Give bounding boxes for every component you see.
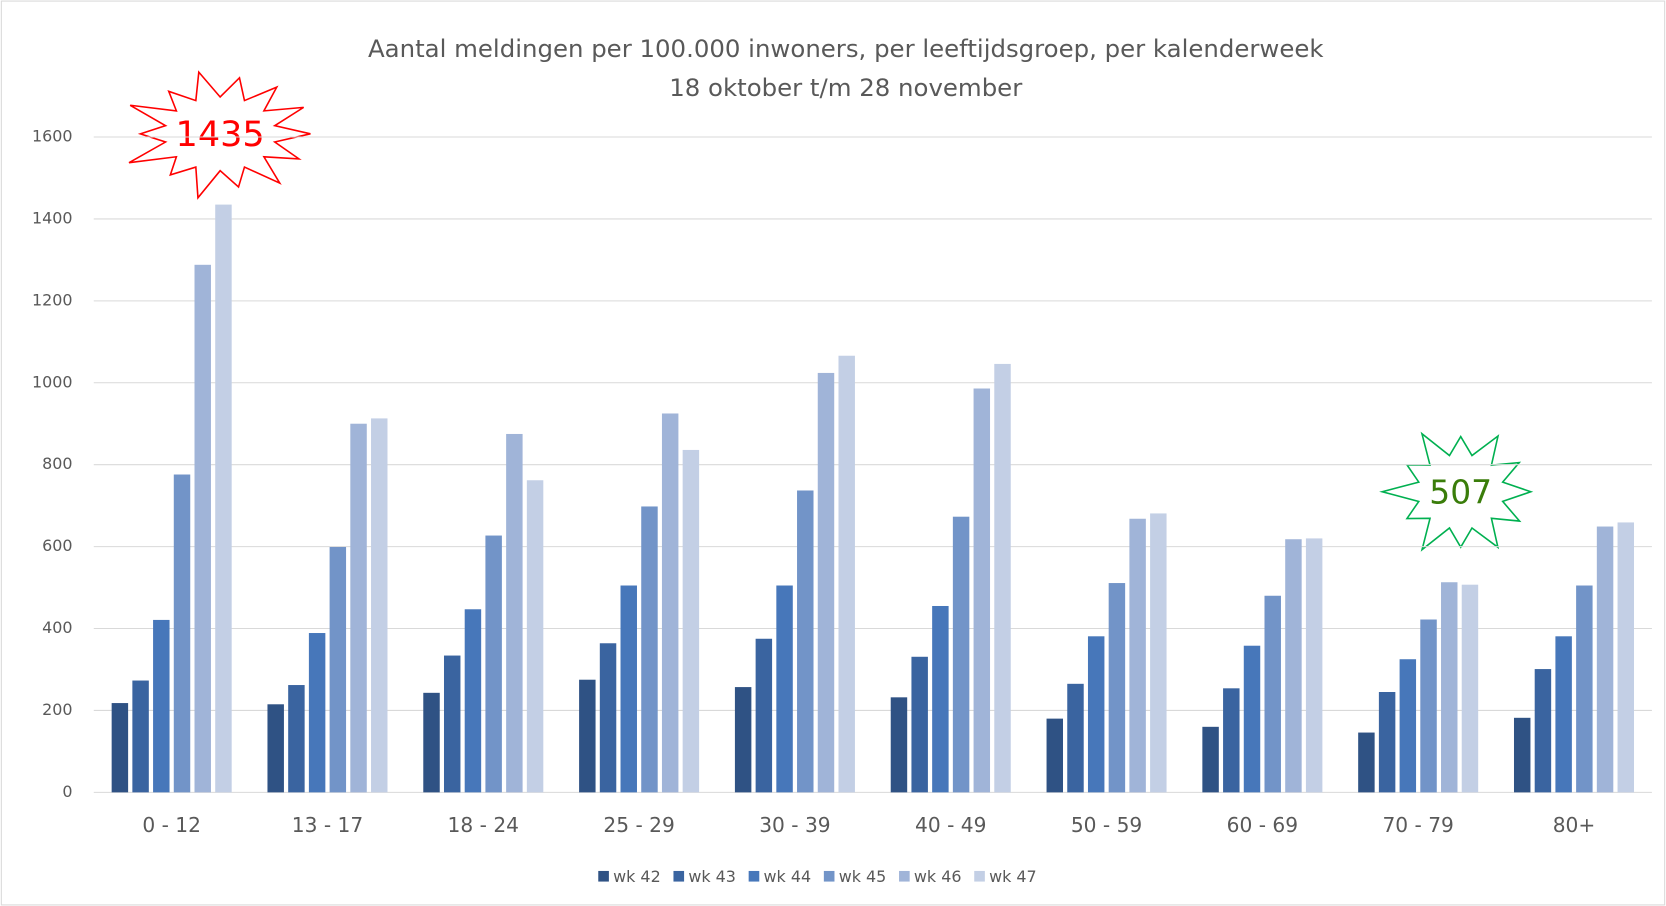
bar: [682, 449, 700, 793]
bar: [1305, 538, 1323, 793]
bar: [464, 609, 482, 793]
bar: [1399, 659, 1417, 793]
y-tick-label: 1400: [32, 208, 73, 227]
bar: [994, 363, 1011, 793]
bar: [350, 423, 367, 793]
bar: [1264, 595, 1281, 793]
y-tick-label: 400: [42, 618, 72, 637]
bar: [817, 372, 835, 793]
bar: [1420, 619, 1437, 793]
bar: [579, 679, 596, 793]
legend-swatch: [974, 870, 985, 882]
bar: [797, 490, 814, 793]
x-tick-label: 18 - 24: [448, 813, 519, 837]
x-tick-label: 0 - 12: [142, 813, 201, 837]
bar: [1202, 726, 1219, 793]
bar: [776, 585, 793, 793]
bar: [932, 605, 949, 793]
y-tick-label: 800: [42, 454, 72, 473]
legend-swatch: [673, 870, 685, 882]
x-tick-label: 25 - 29: [603, 813, 674, 837]
annotation: 507: [1429, 472, 1492, 511]
bar: [1461, 584, 1479, 793]
bar: [838, 355, 855, 793]
bar: [890, 697, 908, 793]
y-tick-label: 0: [62, 782, 72, 801]
legend-label: wk 47: [989, 867, 1037, 886]
bar: [1285, 539, 1302, 793]
bar: [111, 703, 129, 793]
bar: [1358, 732, 1375, 793]
bar: [1441, 582, 1458, 793]
bar: [1576, 585, 1593, 793]
bar: [1555, 636, 1572, 793]
bar: [1596, 526, 1614, 793]
bar: [734, 687, 752, 793]
annotations: 1435 507: [128, 70, 1534, 552]
legend-label: wk 44: [764, 867, 812, 886]
bar: [641, 506, 658, 793]
bar: [973, 388, 991, 793]
bar: [153, 619, 170, 793]
bar: [952, 516, 970, 793]
bar: [1067, 683, 1084, 793]
x-tick-label: 40 - 49: [915, 813, 986, 837]
legend-label: wk 46: [914, 867, 962, 886]
bar: [423, 692, 440, 793]
bar: [1087, 636, 1105, 793]
x-tick-label: 50 - 59: [1071, 813, 1142, 837]
x-tick-label: 60 - 69: [1227, 813, 1298, 837]
chart-subtitle: 18 oktober t/m 28 november: [669, 73, 1023, 102]
bar: [1108, 583, 1126, 793]
bar: [132, 680, 149, 793]
bar: [288, 685, 305, 793]
starburst: [1379, 431, 1534, 552]
y-tick-label: 200: [42, 700, 72, 719]
y-tick-label: 1600: [32, 127, 73, 146]
y-tick-label: 1000: [32, 372, 73, 391]
bar: [1378, 692, 1396, 793]
bar: [506, 433, 523, 793]
bar: [526, 480, 544, 793]
bar: [443, 655, 461, 793]
legend-label: wk 43: [688, 867, 736, 886]
bar: [1150, 513, 1167, 793]
legend-swatch: [823, 870, 835, 882]
bar: [1617, 522, 1635, 793]
bar: [1534, 669, 1552, 793]
x-tick-label: 13 - 17: [292, 813, 363, 837]
bar: [911, 656, 928, 793]
bar: [485, 535, 502, 793]
legend-label: wk 45: [839, 867, 887, 886]
bar: [599, 643, 617, 793]
bar: [329, 547, 347, 793]
x-tick-label: 80+: [1553, 813, 1596, 837]
x-tick-label: 30 - 39: [759, 813, 830, 837]
legend-swatch: [598, 870, 609, 882]
x-tick-label: 70 - 79: [1382, 813, 1453, 837]
bar: [1243, 645, 1261, 793]
bar: [308, 633, 326, 793]
starburst: [128, 70, 311, 200]
bar: [620, 585, 637, 793]
bar: [1513, 717, 1531, 793]
bar: [267, 704, 284, 793]
annotation: 1435: [176, 114, 265, 155]
bar: [173, 474, 191, 793]
bar: [215, 204, 232, 793]
legend-label: wk 42: [613, 867, 661, 886]
bar: [1129, 518, 1146, 793]
bar: [755, 638, 773, 793]
bar: [371, 418, 388, 793]
legend-swatch: [899, 870, 910, 882]
bar: [661, 413, 679, 793]
bar: [194, 264, 211, 793]
legend-swatch: [748, 870, 760, 882]
bar: [1046, 718, 1064, 793]
y-tick-label: 600: [42, 536, 72, 555]
chart-title: Aantal meldingen per 100.000 inwoners, p…: [368, 34, 1324, 63]
bar: [1223, 688, 1240, 793]
y-tick-label: 1200: [32, 290, 73, 309]
